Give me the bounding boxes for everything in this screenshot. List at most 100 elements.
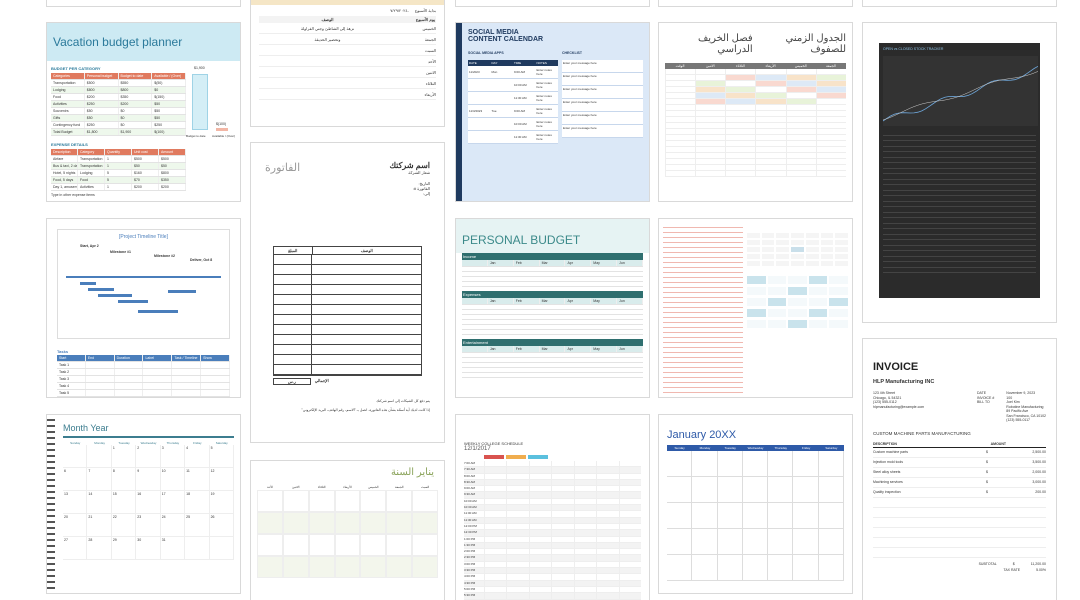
mini-cal-day[interactable] bbox=[820, 247, 834, 252]
calendar-day[interactable] bbox=[692, 529, 718, 555]
template-card-month-year[interactable]: Month Year Sunday Monday Tuesday Wednesday T… bbox=[46, 414, 241, 594]
calendar-day[interactable]: 24 bbox=[160, 514, 186, 537]
calendar-day[interactable] bbox=[667, 529, 693, 555]
template-card-top-partial-1[interactable] bbox=[46, 0, 241, 7]
template-card-arabic-january[interactable]: يناير السنة السبت الجمعة الخميس الأربعاء الث… bbox=[250, 460, 445, 600]
calendar-day[interactable] bbox=[334, 512, 361, 534]
mini-cal-day[interactable] bbox=[820, 261, 834, 266]
mini-cal-day[interactable] bbox=[835, 261, 848, 266]
calendar-day[interactable] bbox=[768, 477, 794, 503]
calendar-day[interactable] bbox=[412, 534, 438, 556]
calendar-day[interactable]: 1 bbox=[111, 445, 137, 468]
calendar-day[interactable] bbox=[818, 503, 844, 529]
calendar-day[interactable] bbox=[360, 556, 387, 578]
mini-cal-day[interactable] bbox=[776, 233, 790, 238]
mini-cal-day[interactable] bbox=[820, 254, 834, 259]
mini-cal-day[interactable] bbox=[805, 247, 819, 252]
calendar-day[interactable]: 11 bbox=[185, 468, 210, 491]
calendar-day[interactable] bbox=[768, 451, 794, 477]
calendar-day[interactable] bbox=[282, 490, 309, 512]
calendar-day[interactable] bbox=[793, 451, 819, 477]
calendar-day[interactable] bbox=[412, 512, 438, 534]
template-card-weekly-college[interactable]: WEEKLY COLLEGE SCHEDULE 12/1/2017 7:00 A… bbox=[455, 414, 650, 600]
calendar-day[interactable]: 18 bbox=[185, 491, 210, 514]
calendar-day[interactable] bbox=[692, 503, 718, 529]
calendar-day[interactable] bbox=[308, 490, 335, 512]
calendar-day[interactable] bbox=[717, 451, 743, 477]
mini-cal-day[interactable] bbox=[747, 247, 760, 252]
mini-cal-day[interactable] bbox=[761, 247, 775, 252]
calendar-day[interactable] bbox=[87, 445, 112, 468]
calendar-day[interactable]: 12 bbox=[209, 468, 234, 491]
template-card-dark-chart[interactable]: OPEN vs CLOSED STOCK TRACKER bbox=[862, 22, 1057, 323]
calendar-day[interactable] bbox=[257, 556, 283, 578]
calendar-day[interactable] bbox=[818, 477, 844, 503]
template-card-january-20xx[interactable]: January 20XX Sunday Monday Tuesday Wednesda… bbox=[658, 414, 853, 594]
template-card-arabic-schedule[interactable]: الجدول الزمني للصفوف فصل الخريف الدراسي … bbox=[658, 22, 853, 202]
template-card-social-media[interactable]: SOCIAL MEDIA CONTENT CALENDAR SOCIAL MED… bbox=[455, 22, 650, 202]
calendar-day[interactable] bbox=[412, 556, 438, 578]
calendar-day[interactable] bbox=[308, 512, 335, 534]
calendar-day[interactable]: 22 bbox=[111, 514, 137, 537]
calendar-day[interactable] bbox=[360, 512, 387, 534]
mini-cal-day[interactable] bbox=[761, 254, 775, 259]
calendar-day[interactable] bbox=[793, 529, 819, 555]
calendar-day[interactable]: 25 bbox=[185, 514, 210, 537]
calendar-day[interactable]: 15 bbox=[111, 491, 137, 514]
calendar-day[interactable] bbox=[386, 534, 413, 556]
mini-cal-day[interactable] bbox=[835, 254, 848, 259]
mini-cal-day[interactable] bbox=[820, 240, 834, 245]
template-card-invoice[interactable]: INVOICE HLP Manufacturing INC 123 4th St… bbox=[862, 338, 1057, 600]
calendar-day[interactable] bbox=[386, 556, 413, 578]
calendar-day[interactable] bbox=[282, 556, 309, 578]
template-card-project-timeline[interactable]: [Project Timeline Title] Start, Apr 2 Mi… bbox=[46, 218, 241, 398]
calendar-day[interactable] bbox=[257, 512, 283, 534]
calendar-day[interactable] bbox=[793, 555, 819, 581]
calendar-day[interactable] bbox=[717, 477, 743, 503]
calendar-day[interactable]: 5 bbox=[209, 445, 234, 468]
mini-cal-day[interactable] bbox=[791, 247, 804, 252]
mini-cal-day[interactable] bbox=[747, 254, 760, 259]
calendar-day[interactable] bbox=[209, 537, 234, 560]
calendar-day[interactable] bbox=[282, 534, 309, 556]
calendar-day[interactable] bbox=[818, 451, 844, 477]
calendar-day[interactable] bbox=[360, 534, 387, 556]
calendar-day[interactable] bbox=[667, 451, 693, 477]
mini-cal-day[interactable] bbox=[776, 240, 790, 245]
calendar-day[interactable] bbox=[63, 445, 88, 468]
calendar-day[interactable] bbox=[334, 534, 361, 556]
calendar-day[interactable] bbox=[667, 477, 693, 503]
calendar-day[interactable] bbox=[185, 537, 210, 560]
calendar-day[interactable] bbox=[692, 477, 718, 503]
calendar-day[interactable] bbox=[742, 451, 769, 477]
calendar-day[interactable] bbox=[742, 503, 769, 529]
calendar-day[interactable] bbox=[768, 503, 794, 529]
calendar-day[interactable]: 17 bbox=[160, 491, 186, 514]
calendar-day[interactable] bbox=[768, 555, 794, 581]
calendar-day[interactable] bbox=[257, 534, 283, 556]
calendar-day[interactable] bbox=[818, 529, 844, 555]
calendar-day[interactable] bbox=[386, 512, 413, 534]
calendar-day[interactable]: 16 bbox=[136, 491, 161, 514]
calendar-day[interactable]: 14 bbox=[87, 491, 112, 514]
mini-cal-day[interactable] bbox=[747, 240, 760, 245]
mini-cal-day[interactable] bbox=[747, 261, 760, 266]
mini-cal-day[interactable] bbox=[761, 261, 775, 266]
calendar-day[interactable] bbox=[282, 512, 309, 534]
mini-cal-day[interactable] bbox=[805, 233, 819, 238]
calendar-day[interactable]: 29 bbox=[111, 537, 137, 560]
calendar-day[interactable]: 13 bbox=[63, 491, 88, 514]
calendar-day[interactable] bbox=[717, 555, 743, 581]
mini-cal-day[interactable] bbox=[761, 240, 775, 245]
template-card-arabic-invoice[interactable]: اسم شركتك شعار الشركة الفاتورة التاريخ: … bbox=[250, 142, 445, 443]
calendar-day[interactable] bbox=[412, 490, 438, 512]
calendar-day[interactable]: 20 bbox=[63, 514, 88, 537]
calendar-day[interactable] bbox=[334, 556, 361, 578]
mini-cal-day[interactable] bbox=[835, 233, 848, 238]
calendar-day[interactable]: 10 bbox=[160, 468, 186, 491]
template-card-top-partial-3[interactable] bbox=[455, 0, 650, 7]
calendar-day[interactable] bbox=[257, 490, 283, 512]
template-card-arabic-weekly[interactable]: بداية الأسبوع -٧/٢٩/٢٠٢٤ يوم الأسبوع الو… bbox=[250, 0, 445, 127]
calendar-day[interactable] bbox=[360, 490, 387, 512]
calendar-day[interactable]: 23 bbox=[136, 514, 161, 537]
